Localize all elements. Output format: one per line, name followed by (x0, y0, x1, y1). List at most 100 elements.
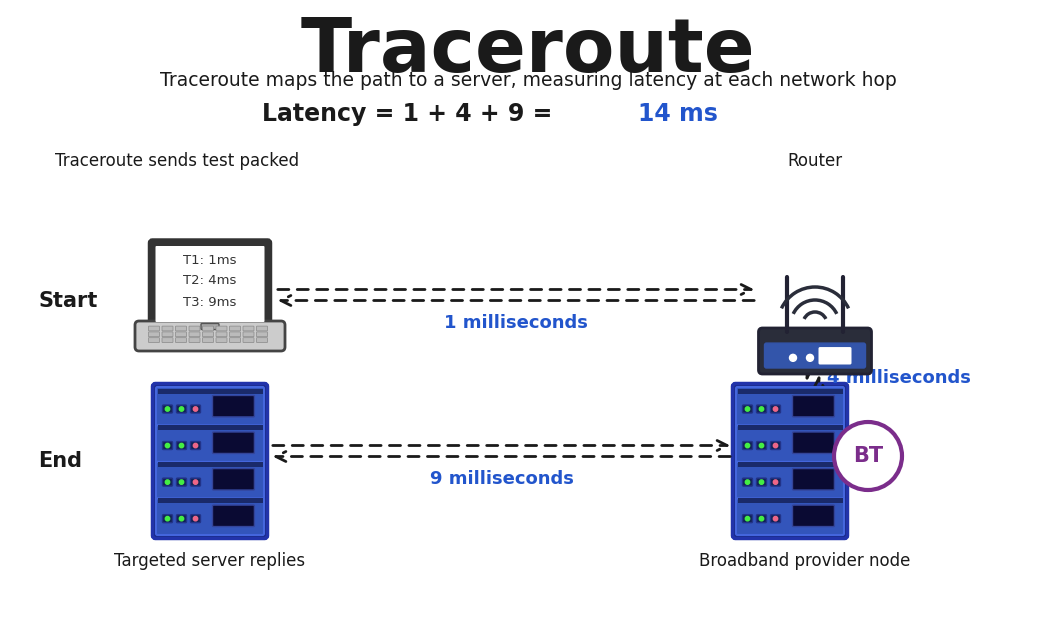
FancyBboxPatch shape (229, 337, 241, 342)
FancyBboxPatch shape (190, 478, 201, 486)
Circle shape (193, 443, 197, 448)
Circle shape (193, 480, 197, 484)
FancyBboxPatch shape (212, 396, 254, 417)
Circle shape (180, 443, 184, 448)
FancyBboxPatch shape (736, 387, 844, 425)
FancyBboxPatch shape (818, 347, 851, 365)
Text: 1 milliseconds: 1 milliseconds (445, 313, 588, 332)
FancyBboxPatch shape (176, 442, 187, 449)
Circle shape (807, 354, 813, 361)
FancyBboxPatch shape (189, 337, 200, 342)
Circle shape (166, 443, 170, 448)
Text: 4 milliseconds: 4 milliseconds (827, 369, 970, 387)
FancyBboxPatch shape (176, 478, 187, 486)
Circle shape (746, 517, 750, 521)
Circle shape (166, 517, 170, 521)
FancyBboxPatch shape (771, 405, 780, 413)
FancyBboxPatch shape (176, 515, 187, 523)
FancyBboxPatch shape (149, 326, 159, 331)
Text: Traceroute: Traceroute (301, 15, 755, 88)
FancyBboxPatch shape (135, 321, 285, 351)
FancyBboxPatch shape (162, 337, 173, 342)
FancyBboxPatch shape (212, 432, 254, 453)
Text: Broadband provider node: Broadband provider node (699, 552, 910, 570)
FancyBboxPatch shape (162, 332, 173, 337)
FancyBboxPatch shape (243, 326, 254, 331)
Circle shape (773, 443, 777, 448)
Text: 14 ms: 14 ms (638, 102, 718, 126)
FancyBboxPatch shape (203, 332, 213, 337)
Circle shape (824, 354, 830, 361)
FancyBboxPatch shape (771, 442, 780, 449)
FancyBboxPatch shape (157, 498, 263, 503)
FancyBboxPatch shape (203, 337, 213, 342)
Circle shape (834, 422, 902, 490)
FancyBboxPatch shape (190, 442, 201, 449)
FancyBboxPatch shape (742, 515, 753, 523)
Circle shape (759, 517, 763, 521)
FancyBboxPatch shape (758, 328, 871, 374)
Circle shape (193, 407, 197, 411)
Text: Start: Start (38, 291, 97, 311)
Circle shape (180, 407, 184, 411)
Circle shape (180, 517, 184, 521)
FancyBboxPatch shape (175, 332, 187, 337)
FancyBboxPatch shape (216, 326, 227, 331)
FancyBboxPatch shape (216, 337, 227, 342)
Text: 9 milliseconds: 9 milliseconds (430, 470, 573, 487)
FancyBboxPatch shape (229, 326, 241, 331)
FancyBboxPatch shape (756, 478, 767, 486)
FancyBboxPatch shape (152, 384, 267, 539)
FancyBboxPatch shape (156, 497, 264, 535)
Circle shape (759, 480, 763, 484)
FancyBboxPatch shape (243, 332, 254, 337)
Circle shape (773, 480, 777, 484)
FancyBboxPatch shape (155, 246, 264, 322)
FancyBboxPatch shape (243, 337, 254, 342)
Text: T1: 1ms
T2: 4ms
T3: 9ms: T1: 1ms T2: 4ms T3: 9ms (184, 253, 237, 308)
FancyBboxPatch shape (156, 460, 264, 498)
FancyBboxPatch shape (771, 478, 780, 486)
FancyBboxPatch shape (190, 515, 201, 523)
Circle shape (759, 407, 763, 411)
FancyBboxPatch shape (189, 326, 200, 331)
FancyBboxPatch shape (792, 396, 834, 417)
FancyBboxPatch shape (189, 332, 200, 337)
FancyBboxPatch shape (736, 497, 844, 535)
FancyBboxPatch shape (150, 240, 270, 328)
FancyBboxPatch shape (157, 461, 263, 467)
FancyBboxPatch shape (163, 478, 172, 486)
FancyBboxPatch shape (756, 515, 767, 523)
FancyBboxPatch shape (742, 405, 753, 413)
FancyBboxPatch shape (203, 326, 213, 331)
FancyBboxPatch shape (756, 442, 767, 449)
FancyBboxPatch shape (175, 337, 187, 342)
Circle shape (759, 443, 763, 448)
FancyBboxPatch shape (765, 343, 866, 368)
Text: Router: Router (788, 152, 843, 170)
FancyBboxPatch shape (163, 405, 172, 413)
FancyBboxPatch shape (212, 505, 254, 527)
FancyBboxPatch shape (149, 337, 159, 342)
Circle shape (180, 480, 184, 484)
FancyBboxPatch shape (737, 498, 843, 503)
Text: Latency = 1 + 4 + 9 =: Latency = 1 + 4 + 9 = (262, 102, 561, 126)
FancyBboxPatch shape (156, 423, 264, 462)
Circle shape (746, 407, 750, 411)
Circle shape (773, 517, 777, 521)
FancyBboxPatch shape (792, 505, 834, 527)
FancyBboxPatch shape (737, 461, 843, 467)
FancyBboxPatch shape (163, 515, 172, 523)
Circle shape (193, 517, 197, 521)
Text: BT: BT (853, 446, 883, 466)
Text: End: End (38, 451, 82, 471)
Text: Traceroute sends test packed: Traceroute sends test packed (55, 152, 299, 170)
FancyBboxPatch shape (792, 432, 834, 453)
Text: Traceroute maps the path to a server, measuring latency at each network hop: Traceroute maps the path to a server, me… (159, 71, 897, 90)
FancyBboxPatch shape (756, 405, 767, 413)
FancyBboxPatch shape (742, 442, 753, 449)
FancyBboxPatch shape (163, 442, 172, 449)
FancyBboxPatch shape (737, 425, 843, 430)
FancyBboxPatch shape (176, 405, 187, 413)
FancyBboxPatch shape (157, 425, 263, 430)
